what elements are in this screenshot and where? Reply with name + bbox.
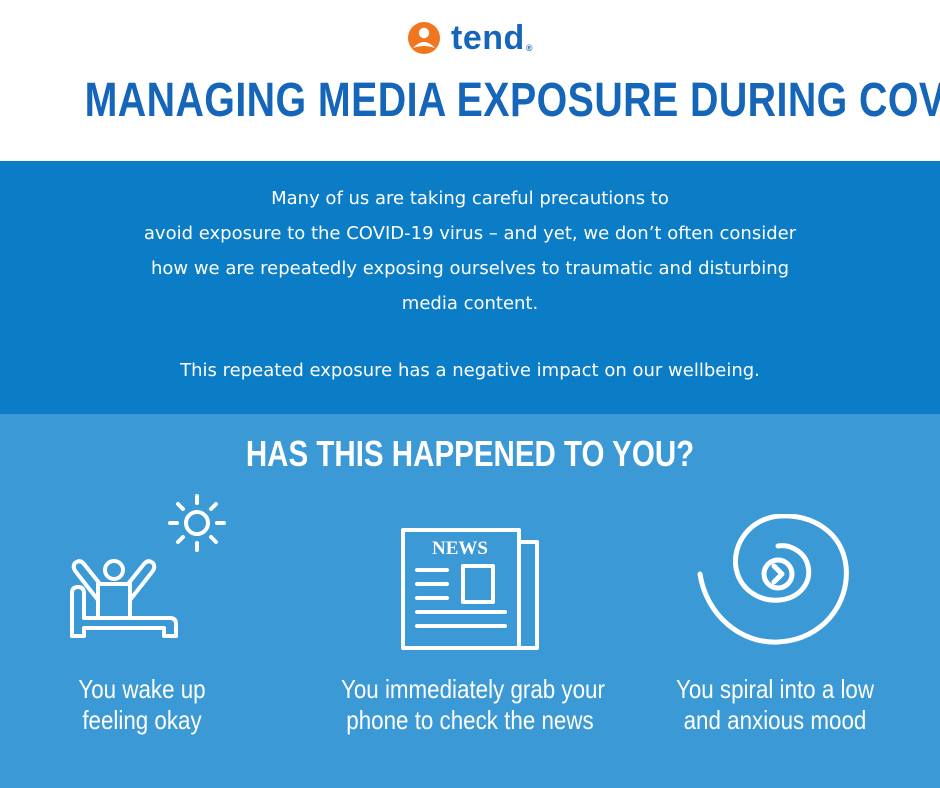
waking-person-icon: [70, 494, 226, 638]
header: tend® MANAGING MEDIA EXPOSURE DURING COV…: [0, 0, 940, 161]
caption-line: You wake up: [78, 674, 206, 704]
newspaper-icon: NEWS: [401, 528, 539, 650]
intro-line: how we are repeatedly exposing ourselves…: [150, 258, 790, 279]
caption-line: feeling okay: [82, 705, 202, 735]
intro-line: avoid exposure to the COVID-19 virus – a…: [143, 223, 797, 244]
intro-panel: Many of us are taking careful precaution…: [0, 161, 940, 414]
step-caption: You immediately grab your phone to check…: [341, 674, 605, 736]
step-caption: You spiral into a low and anxious mood: [646, 674, 904, 736]
caption-line: phone to check the news: [346, 705, 594, 735]
caption-line: and anxious mood: [683, 705, 867, 735]
caption-line: You immediately grab your: [341, 674, 605, 704]
steps-panel: HAS THIS HAPPENED TO YOU?: [0, 414, 940, 788]
caption-line: You spiral into a low: [675, 674, 875, 704]
intro-text: Many of us are taking careful precaution…: [0, 181, 940, 321]
intro-note: This repeated exposure has a negative im…: [180, 360, 760, 381]
steps-title: HAS THIS HAPPENED TO YOU?: [245, 433, 695, 474]
tend-logo: tend®: [0, 18, 940, 58]
intro-line: Many of us are taking careful precaution…: [271, 188, 669, 209]
page-title: MANAGING MEDIA EXPOSURE DURING COVID-19: [84, 74, 940, 127]
spiral-icon: [697, 514, 849, 645]
step-caption: You wake up feeling okay: [13, 674, 271, 736]
registered-mark: ®: [525, 43, 533, 53]
newspaper-label: NEWS: [432, 538, 488, 559]
brand-name: tend®: [451, 19, 533, 57]
tend-logo-icon: [408, 22, 441, 54]
intro-line: media content.: [401, 293, 539, 314]
